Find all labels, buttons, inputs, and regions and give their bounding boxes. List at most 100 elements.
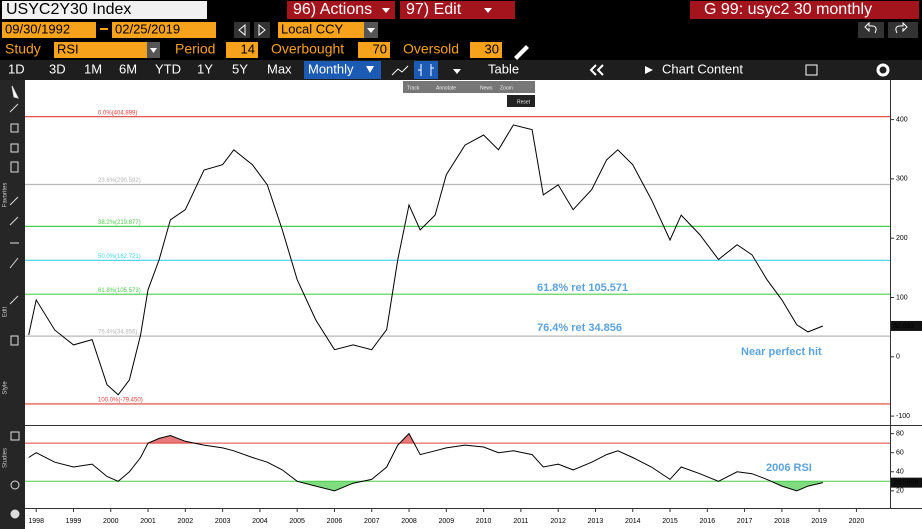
table-button[interactable]: Table [488, 61, 519, 76]
chart-content-button[interactable]: Chart Content [662, 61, 743, 76]
x-tick-label: 2006 [327, 518, 343, 525]
range-tab[interactable]: 1D [8, 61, 25, 76]
y-tick-label: 300 [896, 176, 908, 183]
dropdown-arrow [150, 48, 157, 53]
range-tab[interactable]: 3D [49, 61, 66, 76]
draw-icon[interactable] [9, 103, 19, 113]
x-tick-label: 2012 [550, 518, 566, 525]
study-field[interactable] [54, 42, 160, 58]
fib-level-label: 50.0%(162.721) [98, 254, 141, 260]
undo-button[interactable] [858, 22, 884, 38]
redo-icon [895, 21, 908, 34]
y-tick-label: 40 [896, 469, 904, 476]
annotation: Near perfect hit [741, 346, 822, 358]
tool-icon[interactable] [10, 123, 19, 133]
dropdown-arrow [366, 66, 374, 73]
tool-icon[interactable] [9, 295, 19, 305]
x-tick-label: 2015 [662, 518, 678, 525]
pencil-icon[interactable] [514, 45, 529, 60]
y-tick-label: 80 [896, 430, 904, 437]
title-bar [690, 1, 919, 19]
end-date: 02/25/2019 [115, 21, 180, 36]
prev-button[interactable] [234, 22, 250, 38]
side-label: Edit [3, 307, 9, 318]
range-tab[interactable]: 1Y [197, 61, 213, 76]
tool-icon[interactable] [10, 431, 20, 441]
edit-label: 97) Edit [406, 1, 462, 18]
side-label: Favorites [3, 183, 9, 208]
actions-button[interactable] [287, 1, 395, 19]
dropdown-arrow [484, 8, 492, 13]
oversold-field[interactable] [470, 42, 502, 58]
chart-tool[interactable]: Annotate [436, 85, 456, 91]
y-tick-label: 200 [896, 235, 908, 242]
x-tick-label: 2010 [476, 518, 492, 525]
x-tick-label: 2020 [849, 518, 865, 525]
fib-level-label: 38.2%(219.877) [98, 220, 141, 226]
overbought-field[interactable] [358, 42, 390, 58]
tool-icons [9, 85, 20, 519]
period-value: 14 [241, 41, 255, 56]
end-date-field[interactable] [112, 22, 216, 38]
dropdown-arrow [453, 69, 461, 74]
range-tab[interactable]: YTD [155, 61, 181, 76]
range-tab[interactable]: Max [267, 61, 292, 76]
ticker-field[interactable] [2, 1, 207, 19]
oversold-label: Oversold [403, 41, 459, 57]
x-tick-label: 2002 [178, 518, 194, 525]
reset-button[interactable] [507, 95, 535, 107]
x-tick-label: 2003 [215, 518, 231, 525]
settings-icon[interactable] [10, 509, 20, 519]
period-label: Period [175, 41, 215, 57]
start-date-field[interactable] [2, 22, 96, 38]
settings-icon[interactable] [876, 63, 890, 77]
tool-icon[interactable] [10, 335, 19, 346]
range-tab[interactable]: 6M [119, 61, 137, 76]
chart-tool[interactable]: Reset [517, 99, 531, 105]
price-line [28, 124, 824, 396]
next-button[interactable] [254, 22, 270, 38]
x-tick-label: 2018 [774, 518, 790, 525]
tool-icon[interactable] [10, 161, 19, 173]
x-tick-label: 2005 [289, 518, 305, 525]
bar-icon [418, 64, 434, 76]
tool-icon[interactable] [9, 257, 19, 269]
last-value-label: 52.033 [893, 323, 915, 330]
edit-button[interactable] [400, 1, 515, 19]
pointer-icon[interactable] [11, 85, 19, 99]
x-tick-label: 2007 [364, 518, 380, 525]
bar-icon-button[interactable] [414, 61, 438, 79]
chart-area [25, 80, 922, 529]
x-tick-label: 1999 [66, 518, 82, 525]
tool-icon[interactable] [9, 196, 19, 206]
study-name: RSI [57, 41, 79, 56]
overbought-value: 70 [373, 41, 387, 56]
range-tab[interactable]: Monthly [308, 61, 354, 76]
active-tab[interactable] [304, 61, 381, 79]
tool-icon[interactable] [9, 216, 19, 226]
fib-level-label: 61.8%(105.573) [98, 288, 141, 294]
tool-icon[interactable] [10, 143, 19, 153]
annotation: 76.4% ret 34.856 [537, 322, 622, 334]
tool-icon[interactable] [10, 480, 20, 490]
x-tick-label: 2013 [588, 518, 604, 525]
x-tick-label: 2001 [140, 518, 156, 525]
range-tab[interactable]: 1M [84, 61, 102, 76]
chart-tool[interactable]: Zoom [500, 85, 513, 91]
line-icon[interactable] [391, 65, 409, 76]
range-tab[interactable]: 5Y [232, 61, 248, 76]
last-value-tag [891, 477, 922, 488]
undo-icon [864, 21, 877, 34]
chart-tool[interactable]: News [480, 85, 493, 91]
x-tick-label: 2004 [252, 518, 268, 525]
currency-field[interactable] [278, 22, 378, 38]
fib-level-label: 76.4%(34.856) [98, 330, 137, 336]
chart-tool[interactable]: Track [407, 85, 420, 91]
collapse-icon[interactable] [589, 64, 604, 76]
period-field[interactable] [226, 42, 258, 58]
x-tick-label: 2008 [401, 518, 417, 525]
content-icon [645, 66, 653, 74]
edit-icon[interactable] [805, 64, 818, 76]
y-tick-label: 100 [896, 294, 908, 301]
